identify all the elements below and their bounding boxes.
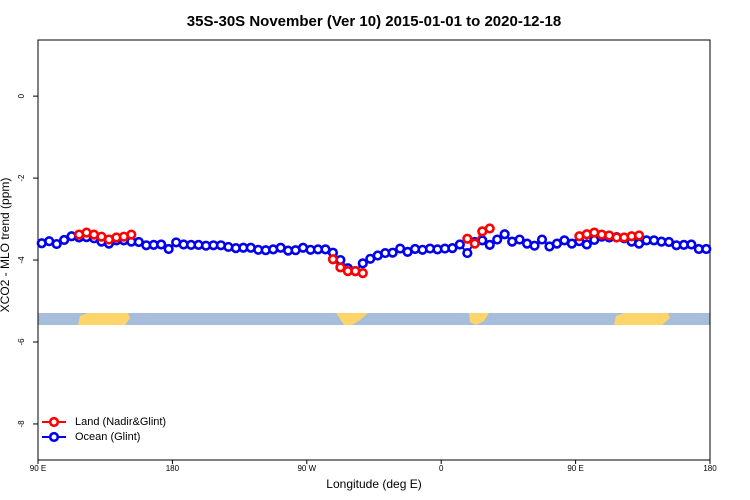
x-axis-label: Longitude (deg E) (326, 477, 421, 491)
plot-frame (37, 39, 711, 461)
data-point (469, 238, 480, 249)
data-point (163, 243, 174, 255)
x-tick-label: 90 W (297, 464, 316, 473)
data-point (126, 229, 137, 240)
data-point (454, 239, 465, 250)
chart-title: 35S-30S November (Ver 10) 2015-01-01 to … (187, 13, 561, 30)
data-point (633, 230, 645, 241)
legend-marker (48, 416, 60, 428)
land-strip (469, 313, 489, 325)
data-point (51, 238, 62, 250)
data-point (462, 233, 473, 244)
y-tick-label: -8 (17, 420, 26, 428)
x-tick-label: 90 E (567, 464, 583, 473)
data-point (581, 239, 592, 250)
land-mask-strip (38, 313, 710, 325)
land-strip (336, 313, 368, 325)
data-point (529, 240, 540, 251)
y-tick-label: -4 (17, 256, 26, 264)
data-point (484, 239, 495, 250)
data-point (462, 247, 473, 259)
x-tick-label: 180 (166, 464, 180, 473)
data-point (59, 234, 70, 246)
ocean-strip (38, 313, 710, 325)
data-point (447, 243, 458, 254)
data-point (327, 254, 339, 265)
y-tick-label: -2 (17, 174, 26, 182)
y-axis-label: XCO2 - MLO trend (ppm) (0, 178, 12, 313)
y-tick-label: 0 (17, 93, 26, 98)
data-point (492, 234, 503, 245)
data-point (387, 247, 398, 258)
data-point (156, 239, 167, 250)
land-strip (614, 313, 670, 325)
data-point (686, 239, 697, 250)
data-point (335, 262, 346, 273)
x-tick-label: 180 (703, 464, 717, 473)
data-point (701, 243, 712, 255)
data-point (514, 234, 525, 245)
data-point (357, 258, 368, 269)
y-tick-label: -6 (17, 338, 26, 346)
legend-label: Ocean (Glint) (75, 431, 140, 443)
data-point (536, 234, 548, 245)
data-point (484, 223, 495, 234)
x-tick-label: 0 (439, 464, 444, 473)
data-point (357, 268, 368, 279)
legend-marker (48, 431, 60, 443)
data-point (499, 229, 510, 240)
x-tick-label: 90 E (30, 464, 46, 473)
land-strip (78, 313, 130, 325)
legend-label: Land (Nadir&Glint) (75, 416, 166, 428)
